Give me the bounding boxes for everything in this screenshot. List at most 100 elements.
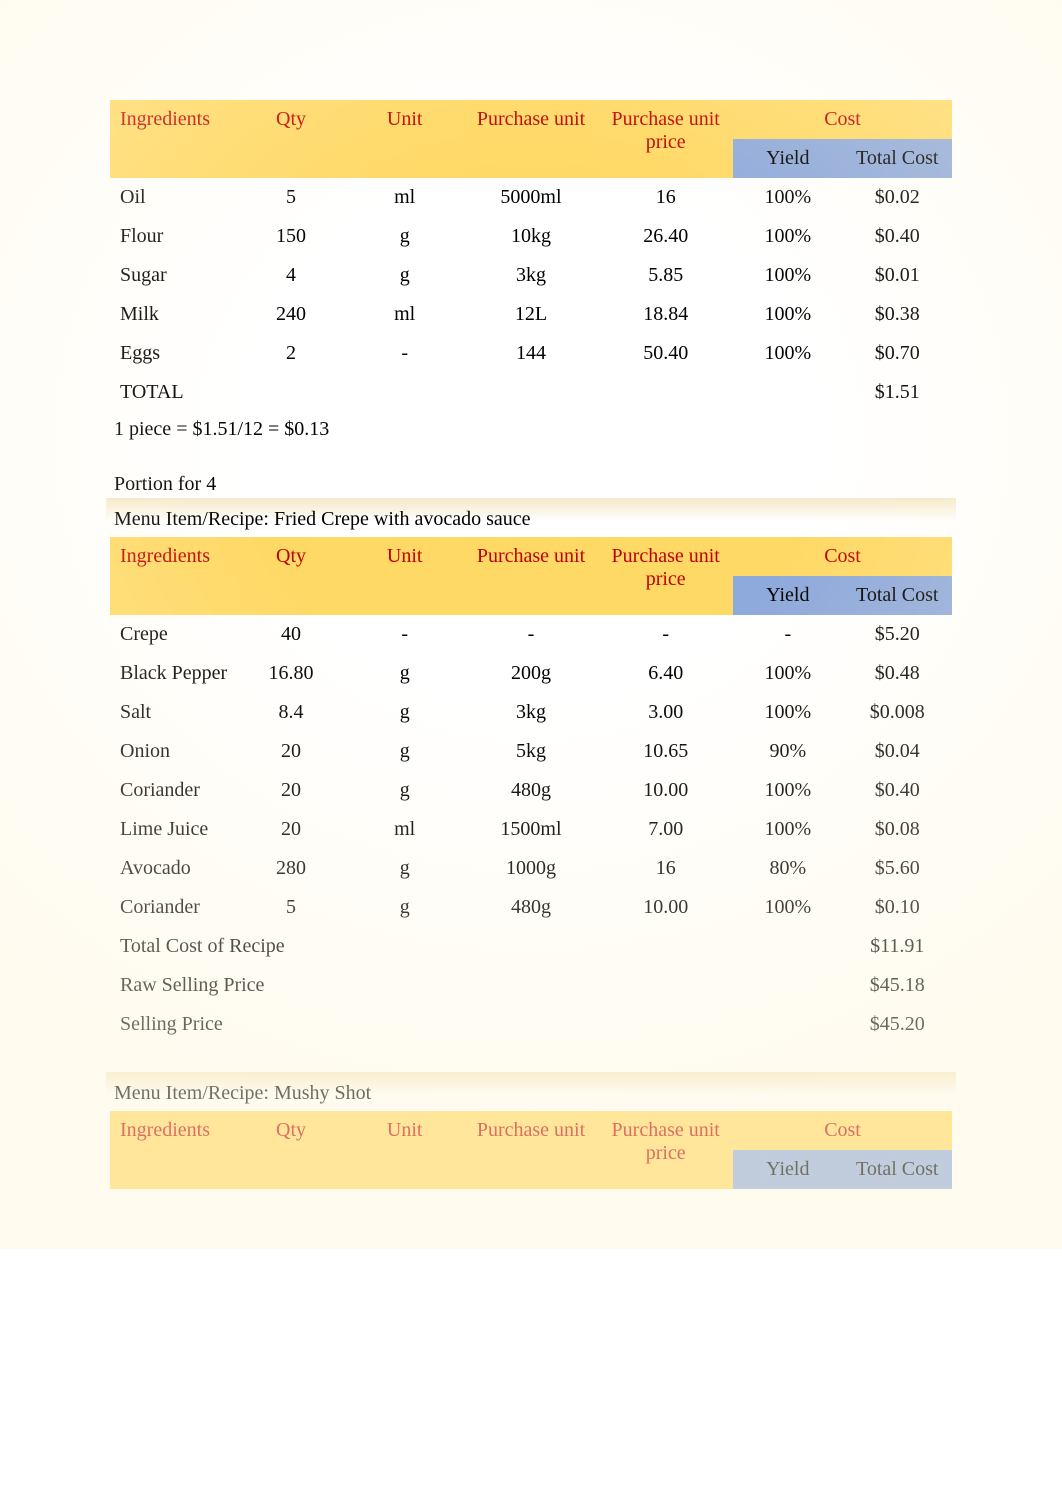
- col-yield: Yield: [733, 576, 842, 615]
- col-unit: Unit: [346, 537, 464, 615]
- table-row: Crepe40----$5.20: [110, 615, 952, 654]
- cell-total_cost: $0.10: [843, 888, 952, 927]
- cell-purchase_unit_price: 26.40: [598, 217, 733, 256]
- table-row: Coriander5g480g10.00100%$0.10: [110, 888, 952, 927]
- cell-purchase_unit: 144: [464, 334, 599, 373]
- table-total-row: TOTAL $1.51: [110, 373, 952, 412]
- cell-unit: -: [346, 615, 464, 654]
- cell-yield: 100%: [733, 693, 842, 732]
- cell-total_cost: $0.08: [843, 810, 952, 849]
- summary-value: $45.18: [843, 966, 952, 1005]
- col-qty: Qty: [236, 1111, 345, 1189]
- col-yield: Yield: [733, 139, 842, 178]
- col-ingredients: Ingredients: [110, 537, 236, 615]
- table-row: Milk240ml12L18.84100%$0.38: [110, 295, 952, 334]
- summary-value: $45.20: [843, 1005, 952, 1044]
- cell-qty: 16.80: [236, 654, 345, 693]
- cell-purchase_unit: -: [464, 615, 599, 654]
- summary-label: Total Cost of Recipe: [110, 927, 843, 966]
- cell-yield: 80%: [733, 849, 842, 888]
- cell-purchase_unit: 1500ml: [464, 810, 599, 849]
- cell-purchase_unit_price: -: [598, 615, 733, 654]
- cell-total_cost: $0.40: [843, 217, 952, 256]
- table-header: Ingredients Qty Unit Purchase unit Purch…: [110, 537, 952, 615]
- table-row: Coriander20g480g10.00100%$0.40: [110, 771, 952, 810]
- table-header: Ingredients Qty Unit Purchase unit Purch…: [110, 100, 952, 178]
- table-row: Onion20g5kg10.6590%$0.04: [110, 732, 952, 771]
- col-purchase-unit-price: Purchase unit price: [598, 537, 733, 615]
- cell-unit: ml: [346, 295, 464, 334]
- cell-qty: 20: [236, 732, 345, 771]
- cell-purchase_unit: 10kg: [464, 217, 599, 256]
- cell-unit: g: [346, 849, 464, 888]
- summary-row: Total Cost of Recipe$11.91: [110, 927, 952, 966]
- cell-purchase_unit_price: 50.40: [598, 334, 733, 373]
- cell-yield: 100%: [733, 654, 842, 693]
- cell-yield: -: [733, 615, 842, 654]
- cell-purchase_unit_price: 5.85: [598, 256, 733, 295]
- total-label: TOTAL: [110, 373, 236, 412]
- cell-yield: 100%: [733, 256, 842, 295]
- cell-ingredient: Salt: [110, 693, 236, 732]
- cell-purchase_unit_price: 7.00: [598, 810, 733, 849]
- cell-unit: ml: [346, 178, 464, 217]
- cell-yield: 100%: [733, 771, 842, 810]
- cell-purchase_unit_price: 10.65: [598, 732, 733, 771]
- cell-unit: ml: [346, 810, 464, 849]
- table-row: Lime Juice20ml1500ml7.00100%$0.08: [110, 810, 952, 849]
- table-row: Flour150g10kg26.40100%$0.40: [110, 217, 952, 256]
- cell-unit: g: [346, 732, 464, 771]
- cell-unit: g: [346, 654, 464, 693]
- cell-purchase_unit_price: 3.00: [598, 693, 733, 732]
- cell-qty: 280: [236, 849, 345, 888]
- cell-purchase_unit: 3kg: [464, 693, 599, 732]
- col-yield: Yield: [733, 1150, 842, 1189]
- cell-unit: g: [346, 256, 464, 295]
- cell-qty: 150: [236, 217, 345, 256]
- cell-total_cost: $5.60: [843, 849, 952, 888]
- cell-qty: 20: [236, 810, 345, 849]
- cell-purchase_unit_price: 10.00: [598, 888, 733, 927]
- cell-unit: g: [346, 771, 464, 810]
- col-cost: Cost: [733, 1111, 952, 1150]
- cell-purchase_unit: 1000g: [464, 849, 599, 888]
- cell-purchase_unit_price: 6.40: [598, 654, 733, 693]
- cell-yield: 100%: [733, 178, 842, 217]
- summary-row: Raw Selling Price$45.18: [110, 966, 952, 1005]
- cell-purchase_unit_price: 16: [598, 849, 733, 888]
- col-total-cost: Total Cost: [843, 576, 952, 615]
- col-unit: Unit: [346, 1111, 464, 1189]
- cell-ingredient: Lime Juice: [110, 810, 236, 849]
- cell-qty: 5: [236, 888, 345, 927]
- cell-yield: 100%: [733, 888, 842, 927]
- col-ingredients: Ingredients: [110, 100, 236, 178]
- cell-qty: 5: [236, 178, 345, 217]
- col-purchase-unit-price: Purchase unit price: [598, 100, 733, 178]
- cell-ingredient: Milk: [110, 295, 236, 334]
- summary-label: Raw Selling Price: [110, 966, 843, 1005]
- col-qty: Qty: [236, 100, 345, 178]
- col-unit: Unit: [346, 100, 464, 178]
- cell-qty: 240: [236, 295, 345, 334]
- cell-purchase_unit: 3kg: [464, 256, 599, 295]
- cell-unit: -: [346, 334, 464, 373]
- col-total-cost: Total Cost: [843, 139, 952, 178]
- col-qty: Qty: [236, 537, 345, 615]
- table-row: Salt8.4g3kg3.00100%$0.008: [110, 693, 952, 732]
- cell-unit: g: [346, 888, 464, 927]
- cell-yield: 90%: [733, 732, 842, 771]
- cell-purchase_unit_price: 10.00: [598, 771, 733, 810]
- cost-table-3: Ingredients Qty Unit Purchase unit Purch…: [110, 1111, 952, 1189]
- cell-ingredient: Oil: [110, 178, 236, 217]
- table-row: Oil5ml5000ml16100%$0.02: [110, 178, 952, 217]
- cell-ingredient: Crepe: [110, 615, 236, 654]
- recipe-title-3: Menu Item/Recipe: Mushy Shot: [114, 1082, 956, 1105]
- col-total-cost: Total Cost: [843, 1150, 952, 1189]
- cell-purchase_unit_price: 18.84: [598, 295, 733, 334]
- cost-table-1: Ingredients Qty Unit Purchase unit Purch…: [110, 100, 952, 412]
- cell-ingredient: Eggs: [110, 334, 236, 373]
- cell-ingredient: Black Pepper: [110, 654, 236, 693]
- cell-purchase_unit_price: 16: [598, 178, 733, 217]
- table-row: Sugar4g3kg5.85100%$0.01: [110, 256, 952, 295]
- table-row: Avocado280g1000g1680%$5.60: [110, 849, 952, 888]
